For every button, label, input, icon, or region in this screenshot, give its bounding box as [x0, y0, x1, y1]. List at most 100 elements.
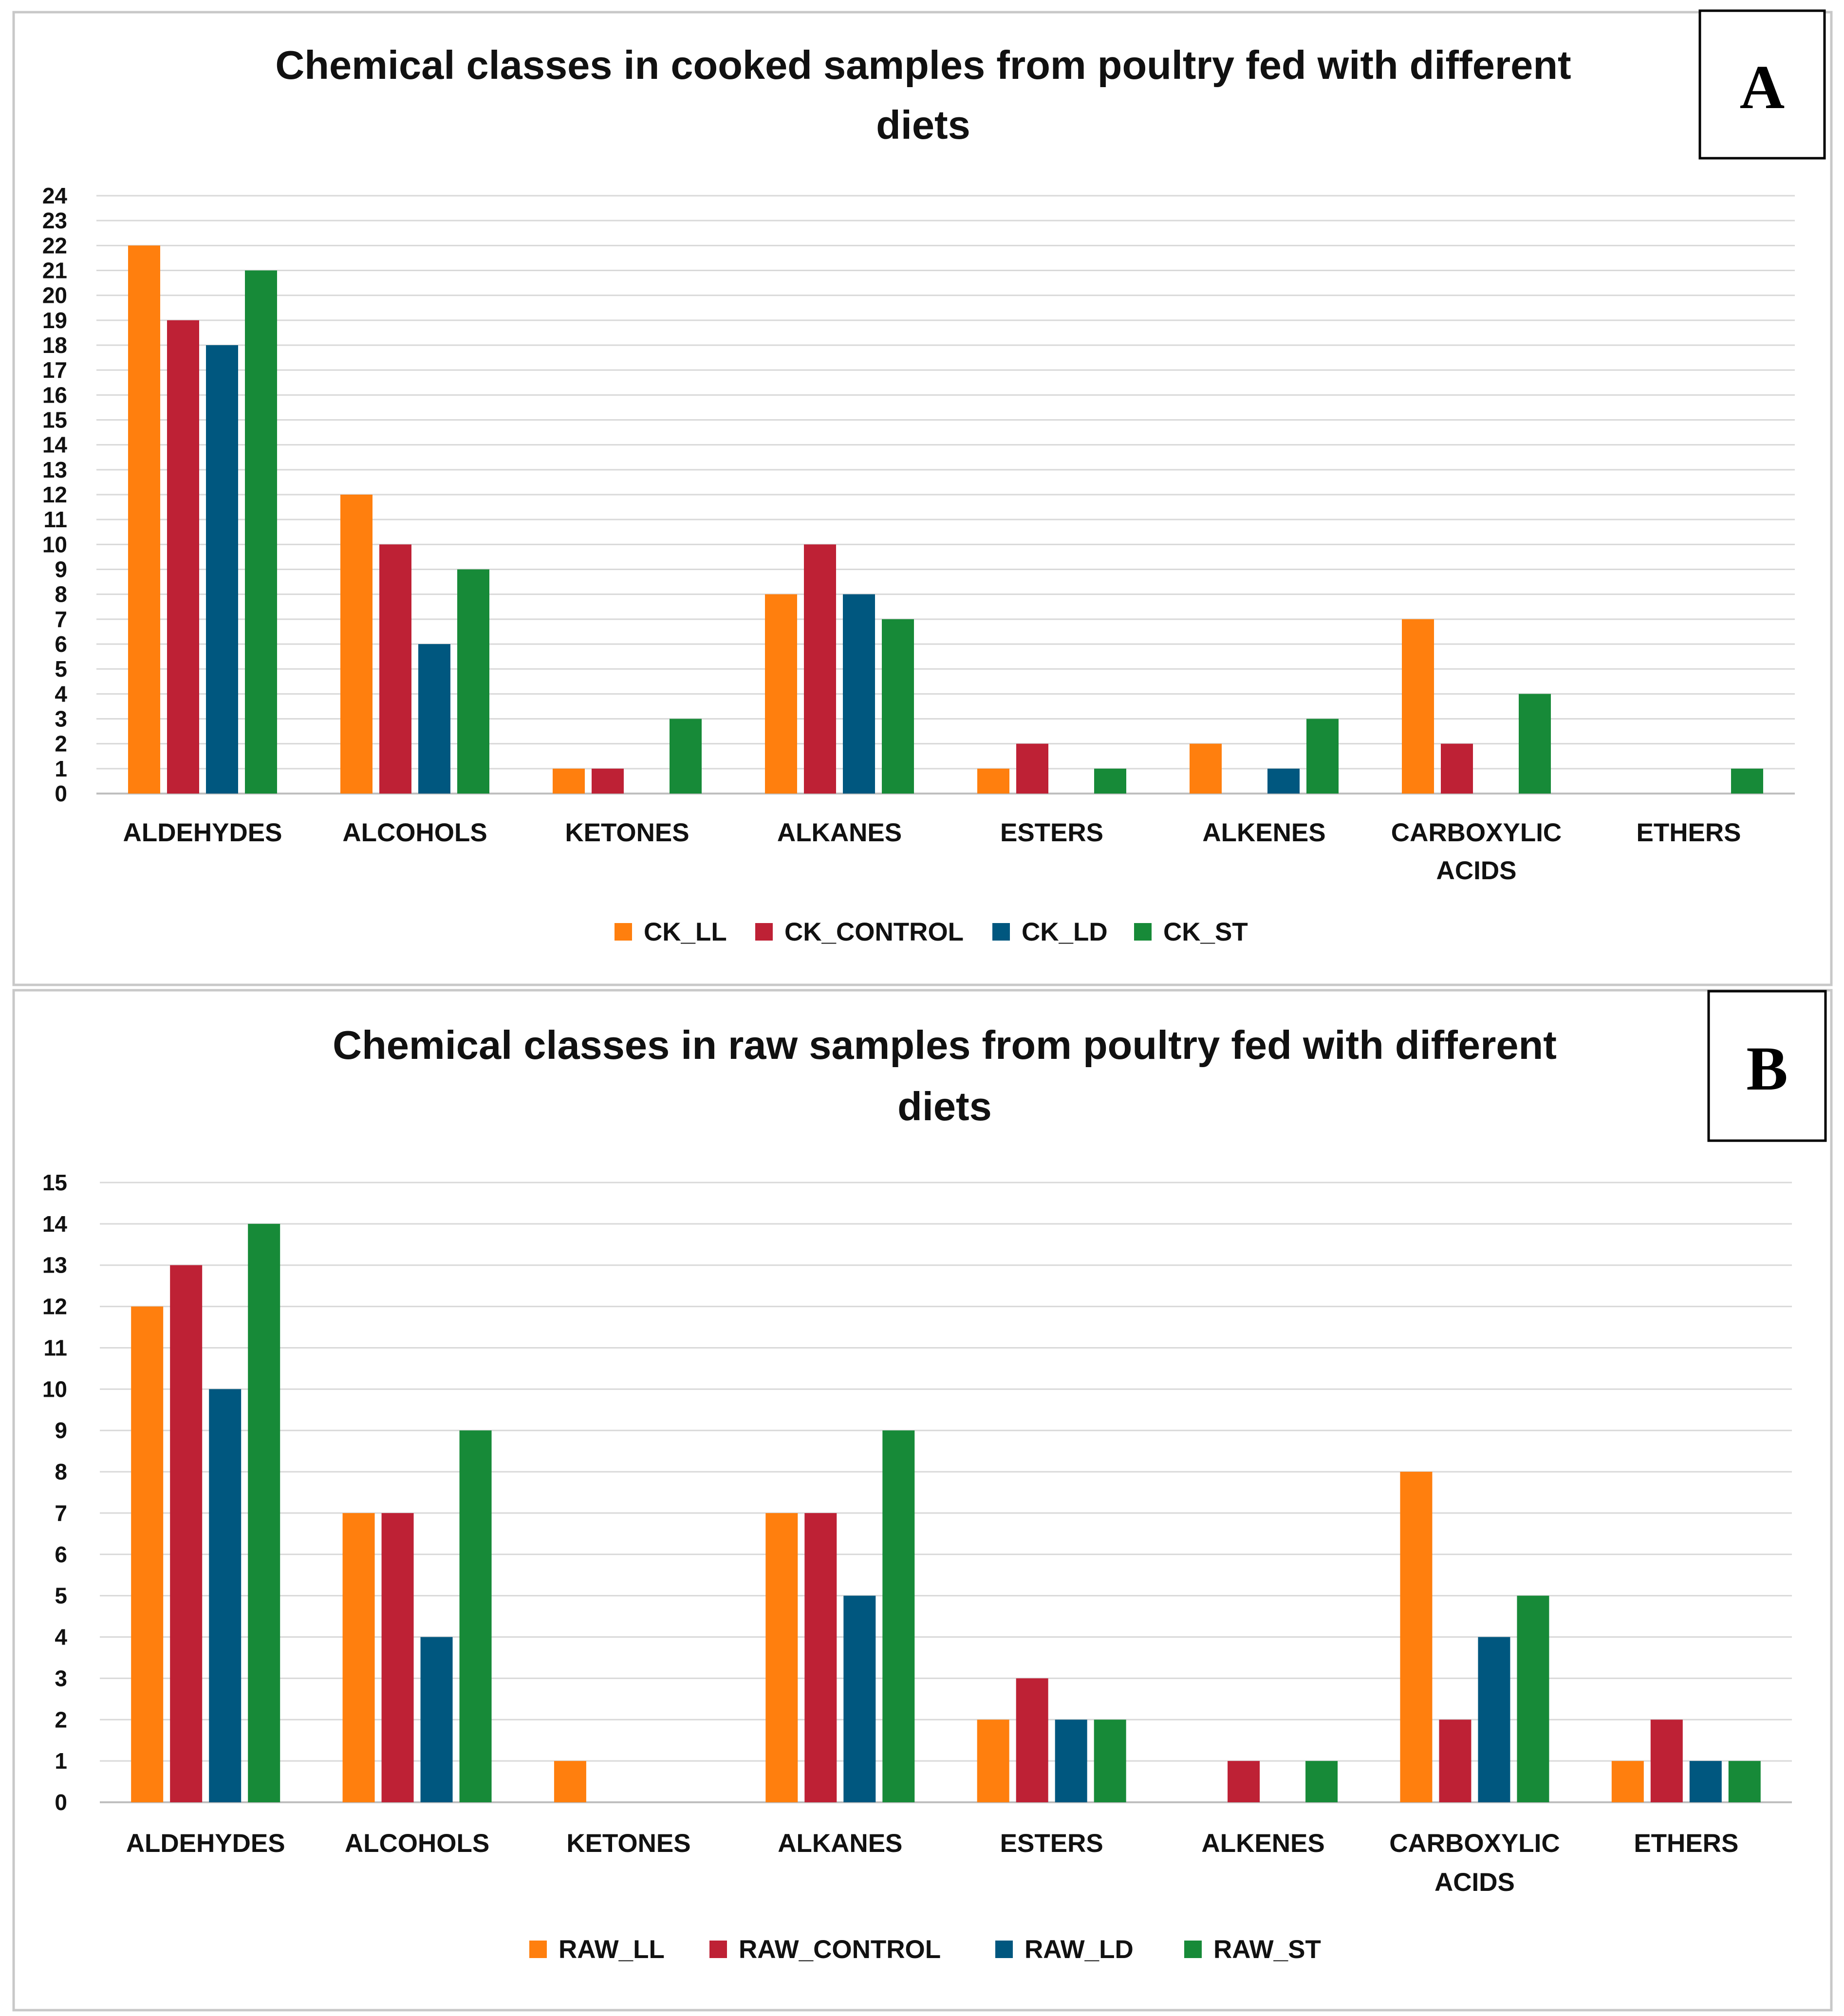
panel-b: Chemical classes in raw samples from pou… [12, 989, 1833, 2012]
panel-b-bar-esters-raw-st [1094, 1720, 1126, 1802]
panel-a-category-label-carboxylic-acids-line-2: ACIDS [1436, 856, 1517, 885]
panel-a-legend: CK_LL CK_CONTROL CK_LD CK_ST [615, 918, 1248, 946]
panel-a-bar-aldehydes-ck-ld [206, 345, 238, 794]
panel-a-y-tick-11: 11 [43, 507, 67, 532]
panel-a-category-label-ketones: KETONES [565, 818, 689, 847]
panel-b-bar-alcohols-raw-ll [342, 1513, 375, 1802]
panel-b-y-tick-4: 4 [55, 1625, 67, 1650]
panel-a-y-tick-0: 0 [55, 781, 67, 806]
panel-a-bar-ketones-ck-ll [553, 768, 585, 794]
panel-b-bar-aldehydes-raw-control [170, 1265, 203, 1802]
panel-a-bar-aldehydes-ck-control [167, 320, 199, 794]
panel-a-category-label-aldehydes: ALDEHYDES [123, 818, 282, 847]
panel-b-y-tick-7: 7 [55, 1500, 67, 1526]
panel-b-title-line-2: diets [897, 1084, 992, 1129]
panel-b-legend-label-raw-ll: RAW_LL [559, 1935, 665, 1964]
panel-b-badge-letter: B [1746, 1034, 1788, 1103]
panel-b-bar-esters-raw-control [1016, 1678, 1048, 1802]
panel-b-legend-label-raw-ld: RAW_LD [1024, 1935, 1134, 1964]
panel-a-y-tick-14: 14 [42, 432, 68, 458]
panel-a-y-tick-2: 2 [55, 731, 67, 757]
panel-b-y-tick-15: 15 [42, 1170, 67, 1195]
panel-a-bar-alkanes-ck-control [804, 544, 836, 794]
panel-a-y-tick-21: 21 [42, 258, 67, 283]
panel-b-title-line-1: Chemical classes in raw samples from pou… [333, 1022, 1557, 1068]
panel-a-badge-letter: A [1740, 53, 1785, 122]
panel-b-bar-aldehydes-raw-st [248, 1223, 280, 1802]
panel-b-legend-item-raw-control: RAW_CONTROL [709, 1935, 941, 1964]
panel-a-bar-alkenes-ck-ld [1267, 768, 1300, 794]
panel-a-legend-item-ck-ld: CK_LD [992, 918, 1108, 946]
panel-a-bar-esters-ck-control [1016, 743, 1048, 794]
panel-a-bar-aldehydes-ck-st [245, 270, 277, 794]
panel-a-badge-box [1698, 9, 1826, 160]
panel-a-bars [128, 245, 1763, 794]
panel-b-bar-ethers-raw-control [1650, 1720, 1683, 1802]
panel-b-y-tick-14: 14 [42, 1211, 68, 1237]
panel-b-bar-alkanes-raw-st [882, 1430, 915, 1802]
panel-b-y-tick-8: 8 [55, 1459, 67, 1484]
panel-b-legend-item-raw-ld: RAW_LD [995, 1935, 1134, 1964]
panel-b-frame [12, 989, 1833, 2012]
panel-a-legend-label-ck-ld: CK_LD [1022, 918, 1108, 946]
panel-b-category-label-ethers: ETHERS [1634, 1829, 1738, 1858]
panel-b-category-label-aldehydes: ALDEHYDES [126, 1829, 285, 1858]
panel-a-legend-swatch-ck-control [755, 923, 773, 941]
panel-a-legend-item-ck-st: CK_ST [1134, 918, 1248, 946]
panel-b-y-tick-0: 0 [55, 1790, 67, 1815]
panel-a-y-tick-10: 10 [42, 532, 67, 557]
panel-a: Chemical classes in cooked samples from … [12, 9, 1833, 986]
panel-b-y-tick-10: 10 [42, 1376, 67, 1402]
panel-b-bar-alkenes-raw-control [1228, 1761, 1260, 1802]
panel-b-bar-aldehydes-raw-ll [131, 1306, 164, 1802]
panel-a-category-label-alkenes: ALKENES [1202, 818, 1325, 847]
panel-a-title-line-2: diets [876, 102, 970, 148]
panel-b-y-tick-2: 2 [55, 1707, 67, 1732]
panel-a-legend-label-ck-control: CK_CONTROL [784, 918, 964, 946]
panel-b-legend-label-raw-control: RAW_CONTROL [739, 1935, 941, 1964]
panel-b-bars [131, 1223, 1761, 1802]
panel-a-bar-alcohols-ck-control [379, 544, 411, 794]
panel-b-bar-ethers-raw-st [1728, 1761, 1761, 1802]
panel-a-y-tick-4: 4 [55, 681, 67, 706]
panel-b-bar-esters-raw-ld [1055, 1720, 1087, 1802]
panel-b-category-label-carboxylic-acids-line-1: CARBOXYLIC [1389, 1829, 1560, 1858]
panel-b-y-tick-9: 9 [55, 1418, 67, 1443]
panel-b-bar-alkanes-raw-ll [765, 1513, 798, 1802]
panel-b-bar-carboxylic-acids-raw-control [1439, 1720, 1471, 1802]
panel-a-y-tick-23: 23 [42, 208, 67, 233]
panel-a-bar-ketones-ck-control [592, 768, 624, 794]
panel-b-y-tick-5: 5 [55, 1583, 67, 1609]
panel-a-y-tick-12: 12 [42, 482, 67, 507]
panel-b-bar-alcohols-raw-control [381, 1513, 414, 1802]
panel-a-bar-ketones-ck-st [670, 719, 702, 794]
panel-a-category-label-alkanes: ALKANES [777, 818, 902, 847]
panel-b-category-labels: ALDEHYDES ALCOHOLS KETONES ALKANES ESTERS ALK… [126, 1829, 1739, 1897]
panel-a-legend-item-ck-control: CK_CONTROL [755, 918, 964, 946]
panel-a-category-label-esters: ESTERS [1000, 818, 1103, 847]
panel-b-legend-swatch-raw-st [1184, 1941, 1202, 1958]
panel-a-bar-alkenes-ck-st [1306, 719, 1339, 794]
panel-b-bar-alkenes-raw-st [1305, 1761, 1338, 1802]
panel-b-bar-carboxylic-acids-raw-ld [1478, 1637, 1510, 1802]
panel-a-frame [12, 11, 1833, 986]
panel-a-category-label-ethers: ETHERS [1637, 818, 1741, 847]
panel-b-legend-item-raw-st: RAW_ST [1184, 1935, 1321, 1964]
panel-b-bar-alkanes-raw-ld [843, 1595, 876, 1802]
panel-a-y-tick-22: 22 [42, 233, 67, 258]
panel-a-legend-item-ck-ll: CK_LL [615, 918, 727, 946]
panel-b-y-tick-11: 11 [43, 1335, 67, 1360]
panel-b-badge: B [1707, 990, 1827, 1142]
panel-b-y-tick-13: 13 [42, 1253, 67, 1278]
panel-a-legend-swatch-ck-ld [992, 923, 1010, 941]
panel-a-y-tick-9: 9 [55, 557, 67, 582]
panel-a-y-tick-20: 20 [42, 283, 67, 308]
panel-a-bar-aldehydes-ck-ll [128, 245, 160, 794]
panel-b-category-label-alkanes: ALKANES [778, 1829, 902, 1858]
panel-b-y-tick-3: 3 [55, 1665, 67, 1691]
panel-a-title-line-1: Chemical classes in cooked samples from … [275, 42, 1571, 88]
panel-a-y-tick-8: 8 [55, 582, 67, 607]
panel-a-category-labels: ALDEHYDES ALCOHOLS KETONES ALKANES ESTERS ALK… [123, 818, 1741, 885]
